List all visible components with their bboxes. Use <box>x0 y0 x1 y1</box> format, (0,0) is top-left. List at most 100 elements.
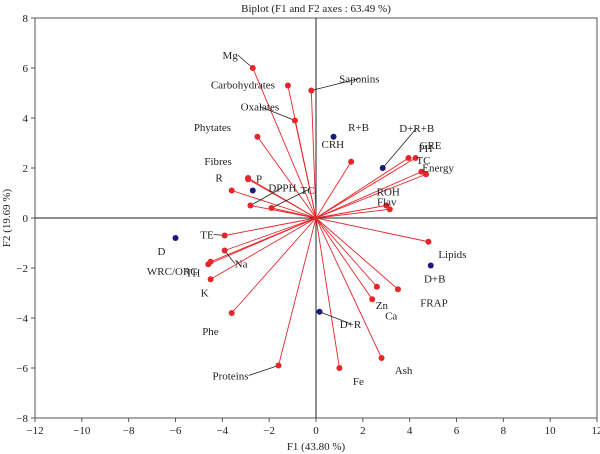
variable-point-frap <box>394 286 401 293</box>
variable-label-gre: GRE <box>420 140 442 152</box>
variable-point-ash <box>378 355 385 361</box>
variable-point-gre <box>412 155 419 161</box>
variable-point-flav <box>386 206 393 213</box>
variable-label-te: TE <box>200 230 214 242</box>
leader-line-oxalates <box>259 106 296 121</box>
observation-point-d <box>172 235 179 241</box>
vector-k <box>210 217 317 280</box>
leader-line-d-r <box>319 311 351 325</box>
vector-proteins <box>278 217 317 366</box>
leader-line-saponins <box>311 78 360 91</box>
y-tick-label: 8 <box>23 13 29 25</box>
leader-line-dpph <box>250 187 283 206</box>
variable-point-mg <box>249 65 256 71</box>
variable-point-k <box>207 276 214 283</box>
variable-label-th: TH <box>186 267 201 279</box>
variable-label-fe: Fe <box>353 376 364 388</box>
x-axis-title: F1 (43.80 %) <box>287 441 346 453</box>
variable-point-fe <box>336 365 343 371</box>
observation-point-d-r <box>316 308 323 315</box>
observation-label-d: D <box>158 246 166 258</box>
variable-label-phe: Phe <box>202 326 219 338</box>
variable-label-ph: PH <box>418 143 432 155</box>
y-tick-label: −2 <box>16 263 28 275</box>
x-tick-label: 4 <box>407 425 413 437</box>
x-tick-label: 6 <box>454 425 460 437</box>
leader-line-tc <box>271 189 308 209</box>
x-tick-label: −12 <box>26 425 43 437</box>
vector-fe <box>315 217 340 369</box>
variable-point-roh <box>383 202 390 209</box>
variable-label-roh: ROH <box>377 187 400 199</box>
x-tick-label: −4 <box>216 425 228 437</box>
vector-phe <box>231 217 317 314</box>
y-axis-title: F2 (19.69 %) <box>1 188 13 247</box>
variable-label-ca: Ca <box>385 310 397 322</box>
variable-label-oxalates: Oxalates <box>241 102 279 114</box>
variable-point-tc <box>418 168 425 175</box>
observation-label-d-b: D+B <box>424 274 445 286</box>
variable-label-mg: Mg <box>222 50 238 62</box>
variable-label-phytates: Phytates <box>194 122 231 134</box>
variable-point-crh <box>348 158 355 165</box>
variable-label-dpph: DPPH <box>268 183 296 195</box>
y-tick-label: 2 <box>23 163 29 175</box>
variable-point-ph <box>405 155 412 161</box>
variable-point-oxalates <box>291 117 298 124</box>
variable-label-fibres: Fibres <box>204 156 232 168</box>
leader-line-d-r-b <box>382 127 418 169</box>
variable-point-phytates <box>254 133 261 140</box>
vector-lipids <box>315 217 429 243</box>
vector-ash <box>315 217 382 359</box>
variable-point-na <box>221 247 228 254</box>
y-tick-label: 4 <box>23 113 29 125</box>
leaders-layer <box>213 54 418 376</box>
y-tick-label: 6 <box>23 63 29 75</box>
x-tick-label: 0 <box>313 425 319 437</box>
x-tick-label: 8 <box>501 425 507 437</box>
x-tick-label: 12 <box>592 425 600 437</box>
vector-saponins <box>310 90 317 219</box>
variable-label-k: K <box>201 287 209 299</box>
vector-zn <box>315 217 378 288</box>
vector-roh <box>315 205 387 219</box>
variable-point-th <box>205 261 212 268</box>
variable-label-lipids: Lipids <box>438 249 466 261</box>
vector-te <box>224 217 317 236</box>
y-tick-label: −8 <box>16 413 28 425</box>
variable-label-tc: TC <box>416 155 430 167</box>
variable-point-te <box>221 232 228 239</box>
x-tick-label: −10 <box>73 425 91 437</box>
variable-point-proteins <box>275 362 282 369</box>
vector-flav <box>315 208 390 219</box>
vector-oxalates <box>294 120 317 219</box>
x-tick-label: −6 <box>170 425 182 437</box>
variable-point-p <box>245 176 252 183</box>
variable-label-flav: Flav <box>377 196 397 208</box>
observation-label-r-b: R+B <box>348 122 369 134</box>
variable-point-tc <box>268 205 275 211</box>
variable-label-crh: CRH <box>322 139 345 151</box>
x-tick-label: −2 <box>263 425 275 437</box>
variable-point-zn <box>373 283 380 290</box>
vector-th <box>208 217 317 265</box>
variable-label-ash: Ash <box>395 365 413 377</box>
variable-point-carbohydrates <box>284 82 291 89</box>
observation-point-d-r-b <box>379 165 386 171</box>
variable-label-carbohydrates: Carbohydrates <box>211 80 275 92</box>
vector-gre <box>315 157 416 219</box>
variable-point-energy <box>423 171 430 178</box>
vector-frap <box>315 217 399 290</box>
ticks-layer: −12 −10 −8 −6 −4 −2 0 2 4 6 8 10 12 −8 −6 −4 −2 0 2 4 6 8 <box>16 13 600 437</box>
leader-line-proteins <box>248 365 279 376</box>
observation-point-point <box>249 187 256 194</box>
y-tick-label: −4 <box>16 313 28 325</box>
labels-layer: Mg Carbohydrates Saponins Oxalates Phytates F… <box>147 50 467 388</box>
x-tick-label: −8 <box>123 425 135 437</box>
vector-r <box>231 190 317 219</box>
variable-point-r <box>228 187 235 194</box>
vector-ca <box>315 217 373 300</box>
points-layer <box>172 65 434 371</box>
variable-label-energy: Energy <box>422 162 454 174</box>
variable-label-p: P <box>256 173 262 185</box>
